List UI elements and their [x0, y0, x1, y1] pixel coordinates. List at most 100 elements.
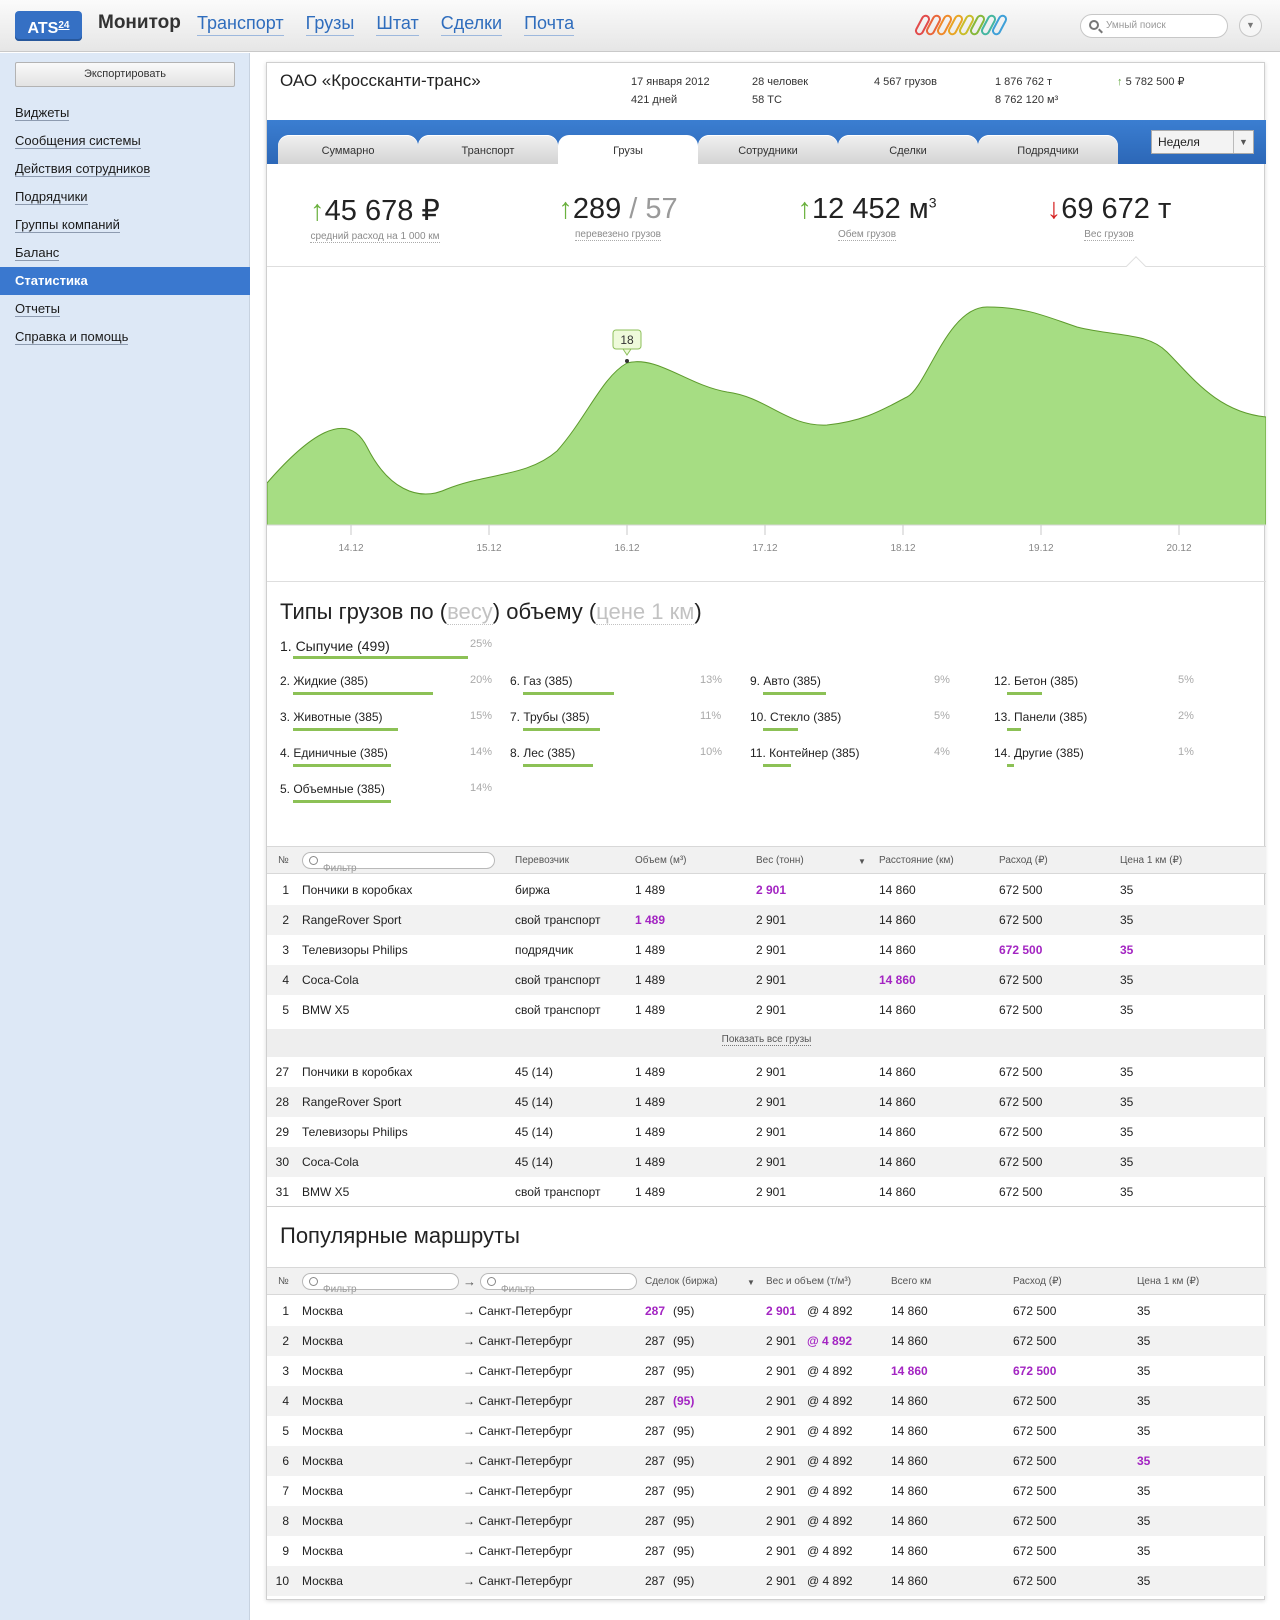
route-cell: (95) [673, 1544, 695, 1558]
paperclip-icons[interactable] [913, 13, 1009, 37]
col-weight-volume[interactable]: Вес и объем (т/м³) [766, 1276, 852, 1287]
cargo-type-label[interactable]: 7. Трубы (385) [510, 710, 590, 724]
sidebar-item[interactable]: Действия сотрудников [0, 155, 250, 183]
cargo-cell: 1 489 [635, 913, 666, 927]
cargo-type-label[interactable]: 6. Газ (385) [510, 674, 573, 688]
search-input[interactable]: Умный поиск [1080, 14, 1228, 38]
x-tick-label: 19.12 [1028, 543, 1053, 554]
chevron-down-icon[interactable]: ▼ [1239, 14, 1262, 37]
sort-down-icon[interactable]: ▼ [858, 857, 866, 866]
col-price-km[interactable]: Цена 1 км (₽) [1137, 1276, 1200, 1287]
table-row[interactable]: 7 Москва → Санкт-Петербург 287 (95) 2 901 @ 4 … [267, 1476, 1266, 1506]
cargo-cell: 35 [1120, 1125, 1134, 1139]
table-row[interactable]: 5 BMW X5 свой транспорт 1 489 2 901 14 860 672… [267, 995, 1266, 1025]
cargo-type-label[interactable]: 5. Объемные (385) [280, 782, 385, 796]
cargo-type-label[interactable]: 2. Жидкие (385) [280, 674, 369, 688]
col-volume[interactable]: Объем (м³) [635, 855, 687, 866]
col-distance[interactable]: Расстояние (км) [879, 855, 954, 866]
types-sort-price[interactable]: цене 1 км [596, 599, 695, 625]
cargo-filter-input[interactable]: Фильтр [302, 852, 495, 874]
cargo-type-label[interactable]: 3. Животные (385) [280, 710, 383, 724]
kpi-volume-caption[interactable]: Обем грузов [837, 229, 897, 241]
cargo-cell: 672 500 [999, 1125, 1043, 1139]
table-row[interactable]: 3 Телевизоры Philips подрядчик 1 489 2 901 14… [267, 935, 1266, 965]
route-from-filter[interactable]: Фильтр [302, 1273, 459, 1295]
col-cost[interactable]: Расход (₽) [999, 855, 1048, 866]
sidebar-item[interactable]: Сообщения системы [0, 127, 250, 155]
cargo-type-label[interactable]: 12. Бетон (385) [994, 674, 1079, 688]
export-button[interactable]: Экспортировать [15, 62, 235, 87]
cargo-type-label[interactable]: 9. Авто (385) [750, 674, 821, 688]
cargo-cell: 1 489 [635, 1155, 666, 1169]
col-weight[interactable]: Вес (тонн) [756, 855, 804, 866]
table-row[interactable]: 4 Москва → Санкт-Петербург 287 (95) 2 901 @ 4 … [267, 1386, 1266, 1416]
sort-down-icon[interactable]: ▼ [747, 1278, 755, 1287]
table-row[interactable]: 5 Москва → Санкт-Петербург 287 (95) 2 901 @ 4 … [267, 1416, 1266, 1446]
show-all-cargo-link[interactable]: Показать все грузы [721, 1034, 812, 1046]
nav-transport[interactable]: Транспорт [197, 12, 284, 36]
table-row[interactable]: 2 Москва → Санкт-Петербург 287 (95) 2 901 @ 4 … [267, 1326, 1266, 1356]
table-row[interactable]: 9 Москва → Санкт-Петербург 287 (95) 2 901 @ 4 … [267, 1536, 1266, 1566]
nav-cargo[interactable]: Грузы [305, 12, 355, 36]
tab-summary[interactable]: Суммарно [278, 135, 418, 164]
route-cell: 2 901 [766, 1514, 797, 1528]
nav-mail[interactable]: Почта [524, 12, 575, 36]
route-cell: @ 4 892 [807, 1514, 853, 1528]
table-row[interactable]: 29 Телевизоры Philips 45 (14) 1 489 2 901 14 … [267, 1117, 1266, 1147]
cargo-type-label[interactable]: 1. Сыпучие (499) [280, 638, 390, 654]
table-row[interactable]: 1 Москва → Санкт-Петербург 287 (95) 2 901 @ 4 … [267, 1296, 1266, 1326]
sidebar-item[interactable]: Группы компаний [0, 211, 250, 239]
ats24-logo[interactable]: ATS24 [15, 11, 82, 41]
table-row[interactable]: 6 Москва → Санкт-Петербург 287 (95) 2 901 @ 4 … [267, 1446, 1266, 1476]
route-cell: 287 [645, 1544, 666, 1558]
cargo-type-percent: 11% [700, 710, 722, 722]
cargo-type-label[interactable]: 13. Панели (385) [994, 710, 1088, 724]
cargo-type-label[interactable]: 8. Лес (385) [510, 746, 576, 760]
col-cost[interactable]: Расход (₽) [1013, 1276, 1062, 1287]
cargo-type-label[interactable]: 10. Стекло (385) [750, 710, 842, 724]
tab-cargo[interactable]: Грузы [558, 135, 698, 165]
tab-deals[interactable]: Сделки [838, 135, 978, 164]
sidebar-item[interactable]: Отчеты [0, 295, 250, 323]
table-row[interactable]: 4 Coca-Cola свой транспорт 1 489 2 901 14 860… [267, 965, 1266, 995]
table-row[interactable]: 30 Coca-Cola 45 (14) 1 489 2 901 14 860 672 50… [267, 1147, 1266, 1177]
show-all-cargo-bar[interactable]: Показать все грузы [267, 1029, 1266, 1057]
table-row[interactable]: 28 RangeRover Sport 45 (14) 1 489 2 901 14 86… [267, 1087, 1266, 1117]
sidebar-item[interactable]: Баланс [0, 239, 250, 267]
cargo-type-item: 3. Животные (385) 15% [280, 710, 495, 732]
kpi-avg-cost-caption[interactable]: средний расход на 1 000 км [310, 231, 440, 243]
sidebar-item[interactable]: Справка и помощь [0, 323, 250, 351]
col-carrier[interactable]: Перевозчик [515, 855, 569, 866]
table-row[interactable]: 1 Пончики в коробках биржа 1 489 2 901 14 860… [267, 875, 1266, 905]
cargo-cell: 14 860 [879, 973, 916, 987]
table-row[interactable]: 8 Москва → Санкт-Петербург 287 (95) 2 901 @ 4 … [267, 1506, 1266, 1536]
table-row[interactable]: 3 Москва → Санкт-Петербург 287 (95) 2 901 @ 4 … [267, 1356, 1266, 1386]
route-cell: 287 [645, 1454, 666, 1468]
cargo-cell: 2 [282, 913, 289, 927]
col-total-km[interactable]: Всего км [891, 1276, 932, 1287]
sidebar-item[interactable]: Подрядчики [0, 183, 250, 211]
kpi-weight-caption[interactable]: Вес грузов [1084, 229, 1134, 241]
route-cell: Москва [302, 1514, 343, 1528]
cargo-type-label[interactable]: 4. Единичные (385) [280, 746, 388, 760]
tab-employees[interactable]: Сотрудники [698, 135, 838, 164]
table-row[interactable]: 2 RangeRover Sport свой транспорт 1 489 2 90… [267, 905, 1266, 935]
table-row[interactable]: 27 Пончики в коробках 45 (14) 1 489 2 901 14 … [267, 1057, 1266, 1087]
sidebar-item[interactable]: Статистика [0, 267, 250, 295]
cargo-type-label[interactable]: 14. Другие (385) [994, 746, 1084, 760]
kpi-transported-caption[interactable]: перевезено грузов [575, 229, 661, 241]
table-row[interactable]: 31 BMW X5 свой транспорт 1 489 2 901 14 860 67… [267, 1177, 1266, 1207]
table-row[interactable]: 10 Москва → Санкт-Петербург 287 (95) 2 901 @ 4… [267, 1566, 1266, 1596]
tab-contractors[interactable]: Подрядчики [978, 135, 1118, 164]
cargo-type-label[interactable]: 11. Контейнер (385) [750, 746, 860, 760]
col-price-km[interactable]: Цена 1 км (₽) [1120, 855, 1183, 866]
route-to-filter[interactable]: Фильтр [480, 1273, 637, 1295]
route-cell: 287 [645, 1334, 666, 1348]
tab-transport[interactable]: Транспорт [418, 135, 558, 164]
period-select[interactable]: Неделя ▼ [1151, 130, 1254, 154]
sidebar-item[interactable]: Виджеты [0, 99, 250, 127]
col-deals[interactable]: Сделок (биржа) [645, 1276, 718, 1287]
nav-deals[interactable]: Сделки [440, 12, 503, 36]
types-sort-weight[interactable]: весу [447, 599, 493, 625]
nav-staff[interactable]: Штат [376, 12, 419, 36]
